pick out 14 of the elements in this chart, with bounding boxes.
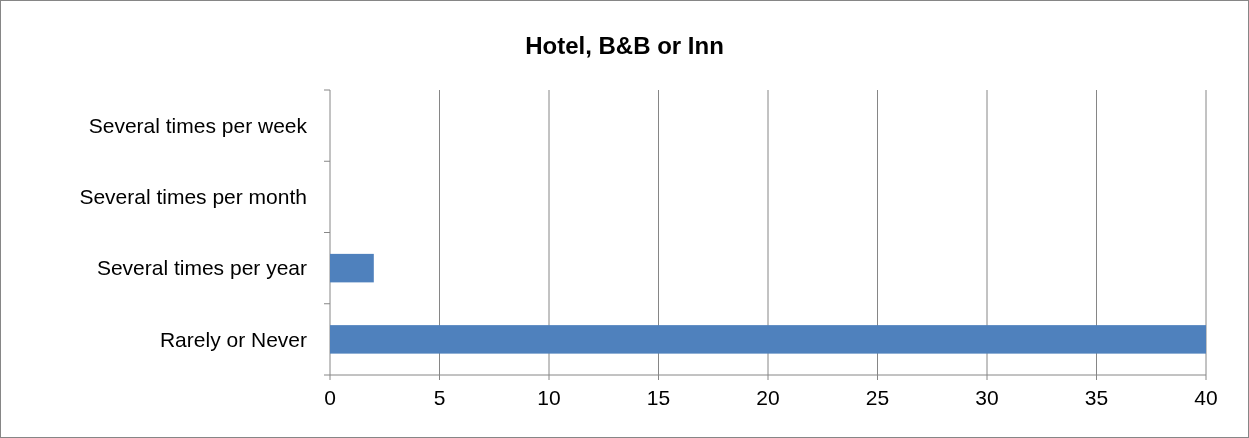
x-tick-label: 0	[324, 386, 336, 409]
y-tick-label: Rarely or Never	[159, 327, 307, 351]
x-tick-label: 20	[756, 386, 780, 409]
x-tick-label: 15	[646, 386, 671, 409]
x-tick-label: 10	[537, 386, 561, 409]
x-tick-label: 35	[1084, 386, 1109, 409]
x-tick-label: 40	[1194, 386, 1218, 409]
y-tick-label: Several times per year	[96, 256, 307, 280]
chart-title: Hotel, B&B or Inn	[525, 32, 724, 59]
y-tick-label: Several times per month	[79, 185, 307, 209]
x-tick-label: 25	[865, 386, 890, 409]
x-tick-label: 5	[433, 386, 446, 409]
x-tick-label: 30	[975, 386, 999, 409]
y-tick-label: Several times per week	[88, 113, 308, 137]
